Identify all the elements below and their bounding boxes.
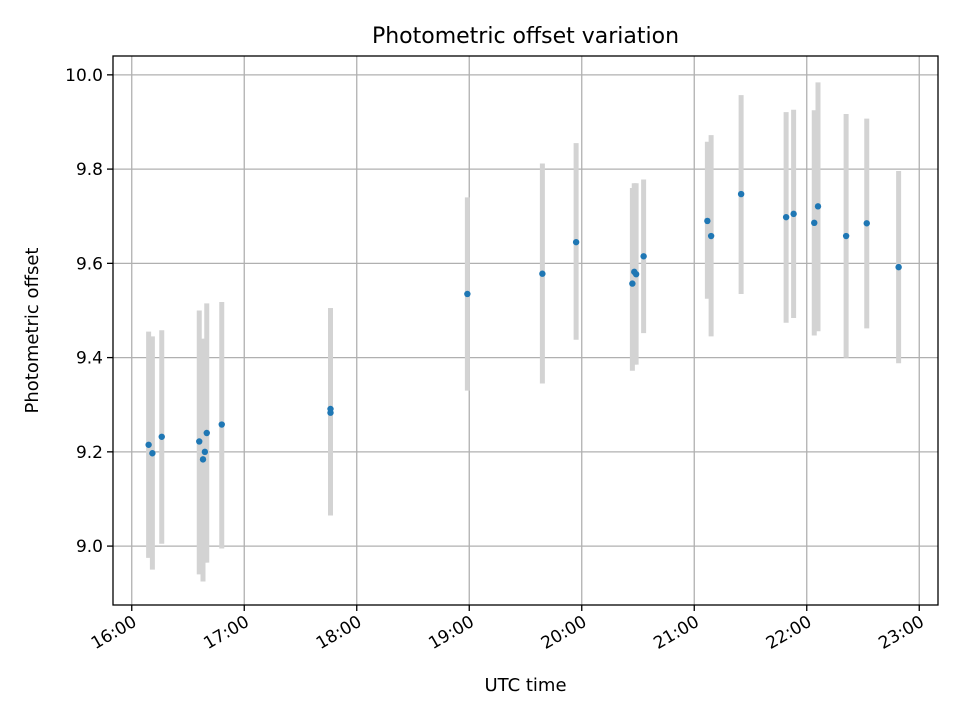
data-point bbox=[203, 429, 210, 437]
errorbar-layer bbox=[146, 82, 902, 582]
data-point bbox=[632, 270, 640, 278]
y-tick-layer: 9.0 9.2 9.4 9.6 9.8 10.0 bbox=[65, 66, 113, 557]
grid-layer bbox=[113, 56, 938, 605]
data-point bbox=[572, 238, 580, 246]
point-layer bbox=[145, 190, 902, 463]
data-point bbox=[842, 232, 850, 240]
data-point bbox=[737, 190, 745, 198]
data-point bbox=[707, 232, 715, 240]
data-point bbox=[145, 441, 152, 448]
y-tick-label: 9.6 bbox=[76, 254, 103, 274]
x-tick-label: 20:00 bbox=[538, 612, 590, 654]
data-point bbox=[814, 203, 822, 210]
data-point bbox=[201, 448, 209, 456]
data-point bbox=[704, 217, 711, 225]
y-tick-label: 9.0 bbox=[76, 537, 103, 557]
data-point bbox=[863, 220, 870, 227]
x-tick-label: 23:00 bbox=[875, 612, 927, 654]
data-point bbox=[782, 213, 790, 221]
data-point bbox=[811, 219, 818, 227]
x-tick-label: 17:00 bbox=[200, 612, 252, 654]
chart-title: Photometric offset variation bbox=[372, 24, 679, 49]
data-point bbox=[158, 433, 165, 440]
y-tick-label: 9.8 bbox=[76, 160, 103, 180]
y-axis-label: Photometric offset bbox=[22, 248, 43, 414]
data-point bbox=[196, 438, 203, 445]
x-tick-label: 16:00 bbox=[88, 612, 140, 654]
x-axis-label: UTC time bbox=[484, 675, 566, 696]
y-tick-label: 10.0 bbox=[65, 66, 103, 86]
data-point bbox=[149, 450, 156, 457]
data-point bbox=[199, 456, 207, 463]
data-point bbox=[895, 263, 902, 271]
data-point bbox=[464, 290, 471, 298]
data-point bbox=[790, 210, 797, 218]
y-tick-label: 9.2 bbox=[76, 443, 103, 463]
y-tick-label: 9.4 bbox=[76, 349, 103, 369]
data-point bbox=[327, 405, 334, 413]
x-tick-label: 22:00 bbox=[763, 612, 815, 654]
plot-frame bbox=[112, 55, 939, 606]
x-tick-label: 18:00 bbox=[313, 612, 365, 654]
data-point bbox=[218, 421, 225, 428]
data-point bbox=[640, 253, 647, 260]
data-point bbox=[539, 270, 546, 277]
x-tick-layer: 16:00 17:00 18:00 19:00 20:00 21:00 22:00 23:00 bbox=[88, 605, 928, 654]
x-tick-label: 19:00 bbox=[425, 612, 477, 654]
x-tick-label: 21:00 bbox=[650, 612, 702, 654]
data-point bbox=[629, 280, 636, 287]
